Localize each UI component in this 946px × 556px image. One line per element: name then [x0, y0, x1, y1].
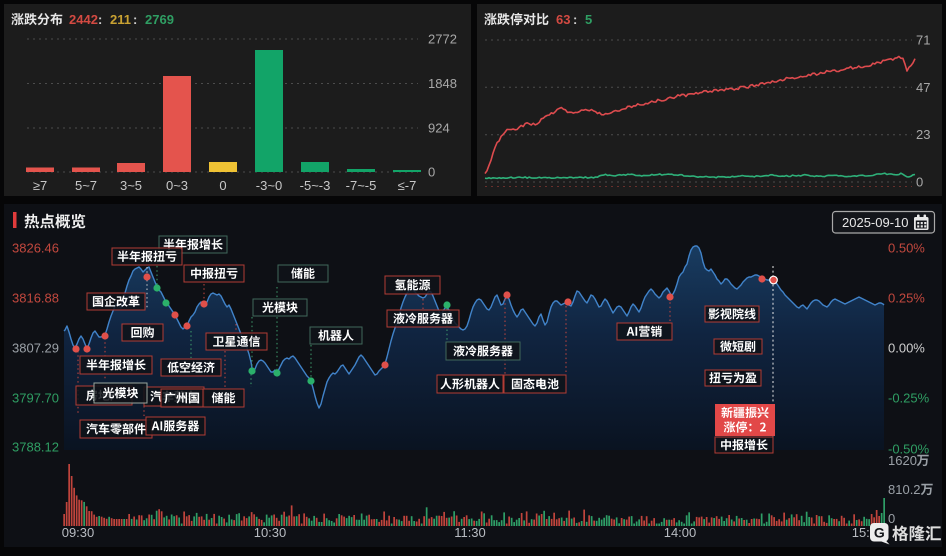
- svg-text:0.25%: 0.25%: [888, 291, 925, 306]
- svg-text:3~5: 3~5: [120, 178, 142, 193]
- svg-text:0.00%: 0.00%: [888, 341, 925, 356]
- svg-text:3807.29: 3807.29: [12, 341, 59, 356]
- svg-text:2769: 2769: [145, 12, 174, 27]
- svg-text:≤-7: ≤-7: [398, 178, 417, 193]
- svg-text:≥7: ≥7: [33, 178, 47, 193]
- svg-text:0: 0: [916, 175, 923, 190]
- svg-text:0: 0: [219, 178, 226, 193]
- svg-text:11:30: 11:30: [454, 525, 486, 540]
- svg-text:71: 71: [916, 33, 930, 48]
- svg-text:2025-09-10: 2025-09-10: [842, 215, 909, 230]
- svg-text:14:00: 14:00: [664, 525, 697, 540]
- svg-text:2772: 2772: [428, 32, 457, 47]
- svg-text:810.2: 810.2: [888, 482, 921, 497]
- svg-text:0.50%: 0.50%: [888, 241, 925, 256]
- svg-text::: :: [573, 12, 577, 27]
- svg-text:3788.12: 3788.12: [12, 440, 59, 455]
- svg-text:G: G: [874, 525, 885, 541]
- svg-text::: :: [133, 12, 137, 27]
- svg-text:-0.25%: -0.25%: [888, 391, 930, 406]
- svg-text:0: 0: [888, 511, 895, 526]
- svg-text:3826.46: 3826.46: [12, 241, 59, 256]
- svg-text:0~3: 0~3: [166, 178, 188, 193]
- svg-text:47: 47: [916, 80, 930, 95]
- svg-text:-3~0: -3~0: [256, 178, 282, 193]
- svg-text:0: 0: [428, 165, 435, 180]
- svg-text:23: 23: [916, 127, 930, 142]
- svg-text:211: 211: [110, 12, 131, 27]
- svg-text:10:30: 10:30: [254, 525, 287, 540]
- svg-text:3797.70: 3797.70: [12, 391, 59, 406]
- svg-text:-7~-5: -7~-5: [346, 178, 377, 193]
- svg-text:1848: 1848: [428, 76, 457, 91]
- svg-text:3816.88: 3816.88: [12, 291, 59, 306]
- svg-text:63: 63: [556, 12, 570, 27]
- svg-text:1620: 1620: [888, 453, 917, 468]
- svg-text:09:30: 09:30: [62, 525, 95, 540]
- svg-text::: :: [98, 12, 102, 27]
- svg-text:-5~-3: -5~-3: [300, 178, 331, 193]
- svg-text:2442: 2442: [69, 12, 98, 27]
- svg-text:5: 5: [585, 12, 592, 27]
- svg-text:-0.50%: -0.50%: [888, 442, 930, 457]
- svg-text:5~7: 5~7: [75, 178, 97, 193]
- svg-text:924: 924: [428, 121, 450, 136]
